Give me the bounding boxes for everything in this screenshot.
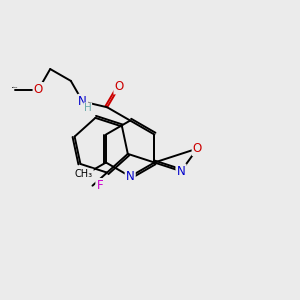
Text: N: N [78, 95, 87, 108]
Text: methoxy: methoxy [12, 87, 18, 88]
Text: N: N [126, 170, 135, 183]
Text: CH₃: CH₃ [75, 169, 93, 179]
Text: O: O [34, 83, 43, 96]
Text: methoxy: methoxy [11, 87, 18, 88]
Text: N: N [177, 165, 185, 178]
Text: O: O [193, 142, 202, 155]
Text: H: H [84, 103, 92, 113]
Text: O: O [115, 80, 124, 93]
Text: F: F [97, 179, 103, 192]
